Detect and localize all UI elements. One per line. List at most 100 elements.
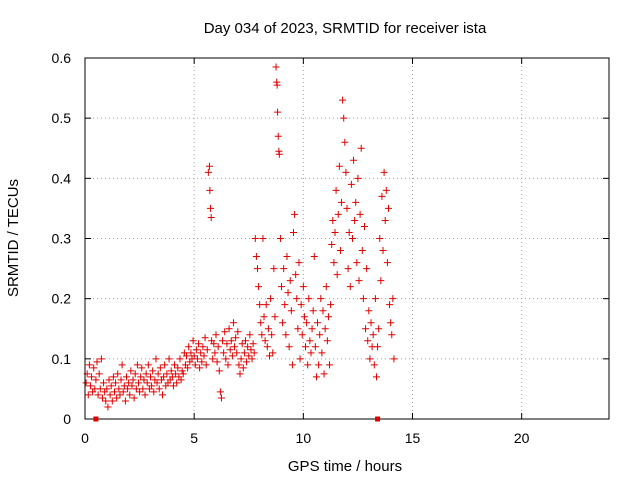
grid-lines (85, 58, 609, 419)
data-point (330, 259, 338, 267)
data-point (85, 361, 93, 369)
data-point (308, 325, 316, 333)
data-point (117, 376, 125, 384)
data-point (278, 283, 285, 291)
data-point (226, 346, 234, 354)
data-point (375, 325, 383, 333)
data-point (169, 382, 177, 390)
data-point (148, 382, 156, 390)
x-axis-title: GPS time / hours (288, 458, 402, 475)
data-point (257, 319, 265, 327)
data-point (137, 373, 145, 381)
data-point (362, 325, 370, 333)
data-point (367, 319, 375, 327)
data-point (243, 358, 251, 366)
y-tick-label: 0.3 (52, 231, 72, 247)
y-tick-label: 0.6 (52, 50, 72, 66)
data-point (161, 361, 169, 369)
data-point (152, 355, 160, 363)
data-point (141, 391, 149, 399)
data-point (253, 265, 261, 273)
data-point (302, 343, 310, 351)
data-point (237, 355, 245, 363)
data-point (204, 168, 212, 176)
data-point (128, 382, 136, 390)
data-point (262, 301, 270, 309)
data-point (211, 349, 219, 357)
data-point (347, 180, 355, 188)
data-point (358, 247, 366, 255)
data-point (314, 319, 322, 327)
data-point (259, 235, 267, 242)
data-point (323, 337, 331, 345)
data-point (307, 349, 315, 357)
data-point (172, 370, 180, 378)
data-point (110, 388, 118, 396)
data-point (196, 364, 204, 372)
data-point (97, 355, 105, 363)
data-point (120, 382, 128, 390)
data-point (285, 343, 293, 351)
data-point (354, 174, 362, 182)
data-point (217, 394, 225, 402)
data-point (388, 331, 396, 339)
data-point (212, 331, 220, 339)
data-point (214, 343, 222, 351)
data-point (86, 382, 94, 390)
data-point (114, 370, 122, 378)
data-point (198, 358, 206, 366)
data-point (329, 216, 337, 224)
data-point (328, 241, 336, 249)
data-point (239, 364, 247, 372)
data-point (178, 367, 186, 375)
data-point (121, 397, 129, 405)
data-point (119, 388, 127, 396)
x-tick-label: 10 (296, 430, 312, 446)
y-tick-label: 0 (63, 411, 71, 427)
square-markers (93, 416, 381, 422)
y-axis-title: SRMTID / TECUs (5, 179, 22, 297)
data-point (134, 379, 142, 387)
square-marker (93, 416, 99, 422)
data-point (142, 370, 150, 378)
data-point (281, 301, 289, 309)
data-point (197, 349, 205, 357)
data-point (366, 355, 374, 363)
data-point (92, 376, 100, 384)
data-point (381, 216, 389, 224)
data-point (227, 337, 235, 345)
data-point (238, 340, 246, 348)
data-point (274, 132, 282, 140)
data-point (342, 168, 350, 176)
data-point (371, 295, 379, 303)
data-point (275, 150, 283, 158)
data-point (318, 349, 326, 357)
data-point (267, 295, 275, 303)
data-point (189, 337, 197, 345)
chart-title: Day 034 of 2023, SRMTID for receiver ist… (204, 20, 487, 37)
data-point (203, 346, 211, 354)
data-point (303, 319, 311, 327)
data-point (249, 340, 257, 348)
data-point (343, 204, 351, 212)
data-point (297, 301, 305, 309)
data-point (195, 340, 203, 348)
data-point (179, 370, 187, 378)
y-tick-label: 0.4 (52, 170, 72, 186)
x-tick-label: 20 (514, 430, 530, 446)
data-point (350, 156, 358, 164)
data-point (96, 385, 104, 393)
data-point (383, 259, 391, 267)
data-point (84, 391, 92, 399)
data-point (324, 313, 332, 321)
data-point (345, 228, 353, 236)
data-point (384, 204, 392, 212)
data-point (201, 334, 209, 342)
data-point (140, 376, 148, 384)
data-point (184, 364, 192, 372)
data-point (231, 343, 239, 351)
data-point (258, 331, 266, 339)
data-point (352, 198, 360, 206)
data-point (284, 289, 292, 297)
